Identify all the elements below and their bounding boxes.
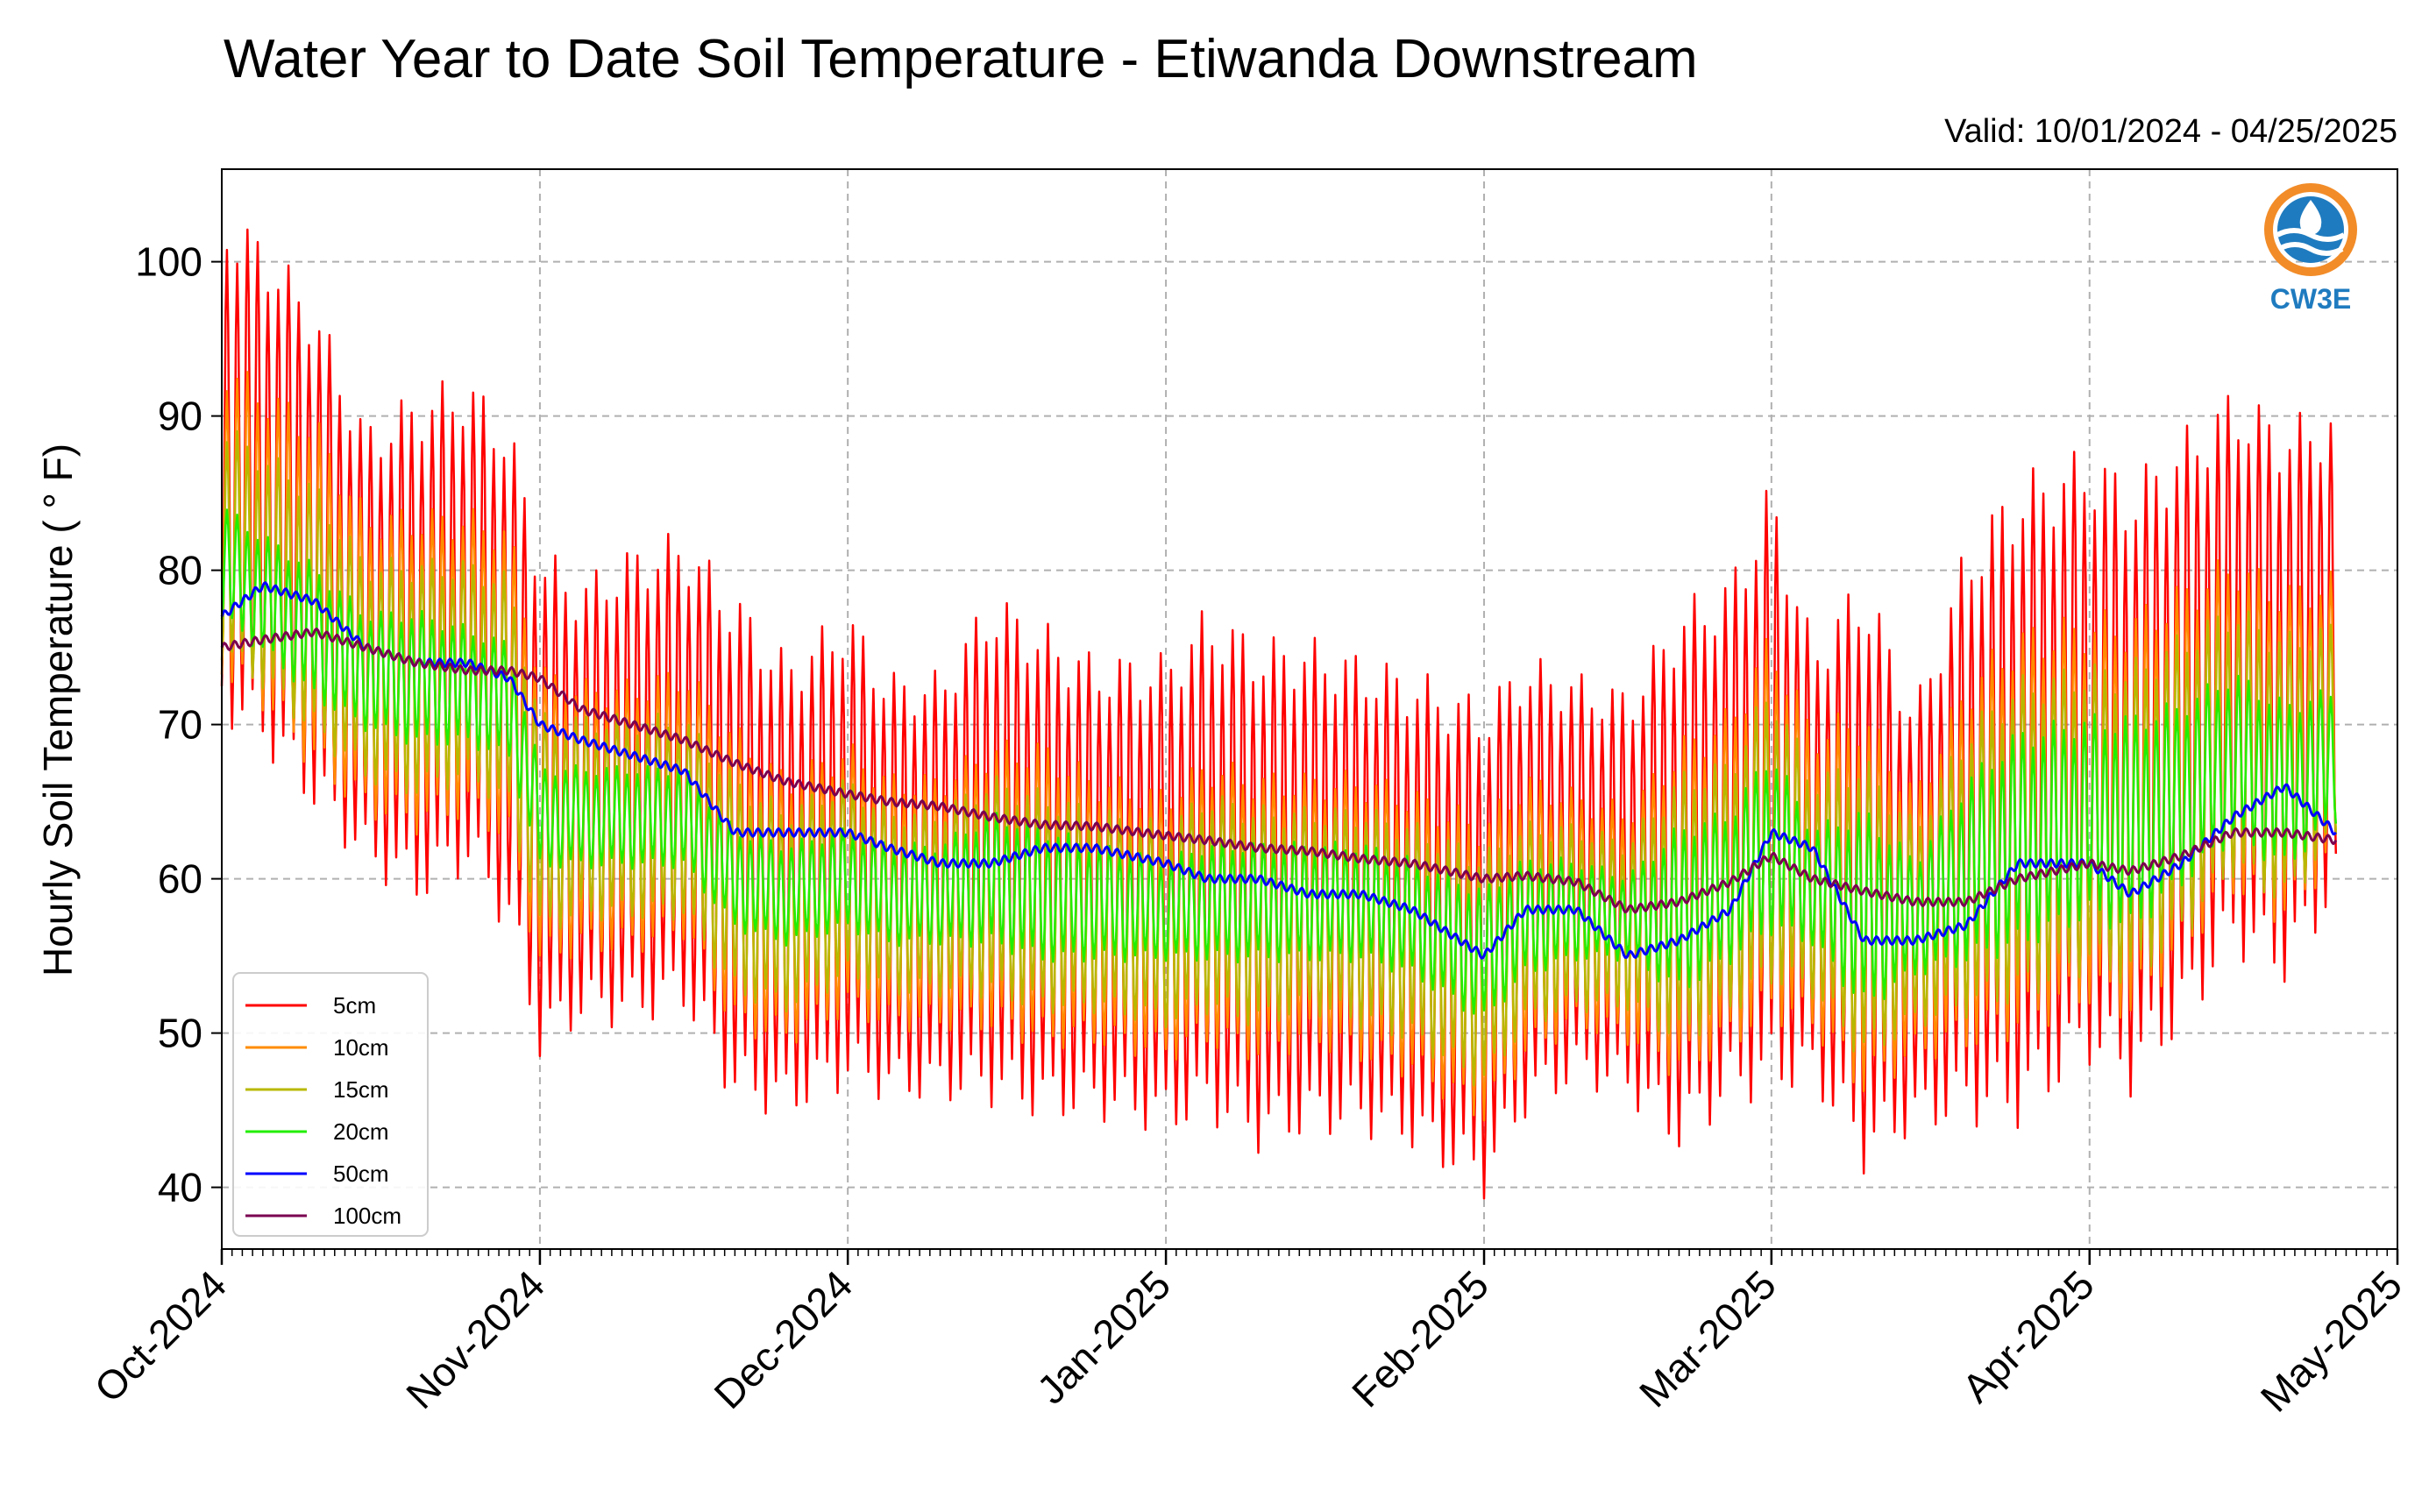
series-line-50cm xyxy=(220,581,2337,960)
legend-label-100cm: 100cm xyxy=(333,1203,401,1229)
legend-label-15cm: 15cm xyxy=(333,1076,389,1103)
legend-label-10cm: 10cm xyxy=(333,1034,389,1061)
series-line-100cm xyxy=(220,628,2338,914)
x-tick-label: Feb-2025 xyxy=(1343,1261,1497,1416)
x-tick-label: May-2025 xyxy=(2252,1261,2411,1420)
x-tick-label: Nov-2024 xyxy=(397,1261,553,1417)
y-tick-label: 40 xyxy=(158,1165,202,1210)
cw3e-logo: CW3E xyxy=(2264,183,2357,315)
x-tick-label: Dec-2024 xyxy=(705,1261,861,1417)
y-tick-label: 80 xyxy=(158,548,202,593)
x-tick-label: Oct-2024 xyxy=(86,1261,236,1411)
y-tick-label: 50 xyxy=(158,1011,202,1056)
logo-text: CW3E xyxy=(2270,283,2351,315)
y-tick-label: 70 xyxy=(158,702,202,748)
x-tick-label: Mar-2025 xyxy=(1630,1261,1785,1416)
plot-area xyxy=(220,228,2338,1200)
y-tick-label: 100 xyxy=(135,239,202,285)
logo-wave2-icon xyxy=(2277,242,2344,256)
x-tick-label: Jan-2025 xyxy=(1028,1261,1179,1412)
y-axis-label: Hourly Soil Temperature ( ° F) xyxy=(35,444,81,976)
series-line-5cm xyxy=(220,228,2338,1200)
y-tick-label: 90 xyxy=(158,394,202,439)
legend-label-20cm: 20cm xyxy=(333,1118,389,1145)
legend-box xyxy=(232,972,429,1237)
legend-label-50cm: 50cm xyxy=(333,1161,389,1187)
logo-drop-icon xyxy=(2299,200,2322,235)
x-tick-label: Apr-2025 xyxy=(1953,1261,2103,1411)
x-axis: Oct-2024 Nov-2024 Dec-2024 Jan-2025 Feb-2025… xyxy=(86,1249,2411,1421)
y-axis: 40 50 60 70 80 90 100 xyxy=(135,239,222,1210)
logo-ring-icon xyxy=(2264,183,2357,276)
y-tick-label: 60 xyxy=(158,856,202,902)
legend: 5cm 10cm 15cm 20cm 50cm 100cm xyxy=(232,972,429,1237)
legend-label-5cm: 5cm xyxy=(333,992,376,1019)
series-line-20cm xyxy=(220,508,2338,1015)
chart-title: Water Year to Date Soil Temperature - Et… xyxy=(224,29,1698,89)
chart-subtitle: Valid: 10/01/2024 - 04/25/2025 xyxy=(1944,113,2397,150)
